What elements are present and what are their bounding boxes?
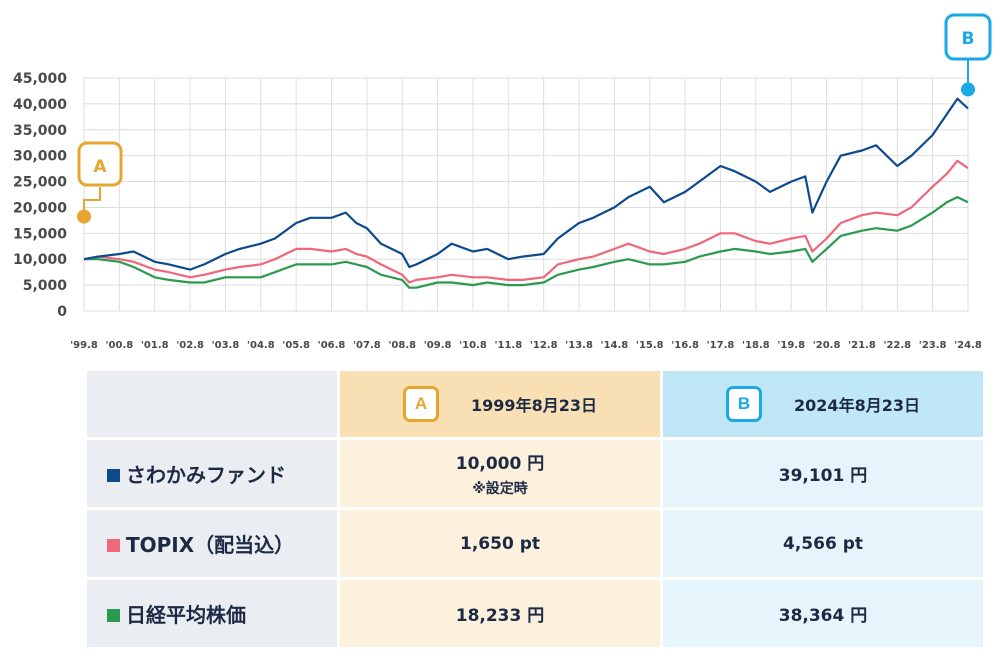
y-tick-label: 10,000 <box>13 252 67 268</box>
y-tick-label: 15,000 <box>13 226 67 242</box>
y-tick-label: 45,000 <box>13 71 67 87</box>
x-tick-label: '22.8 <box>883 340 911 351</box>
table-header-row: A 1999年8月23日 B 2024年8月23日 <box>87 371 983 437</box>
cell-a-note: ※設定時 <box>472 481 528 497</box>
series-line <box>84 196 969 289</box>
cell-b: 38,364 円 <box>663 580 983 647</box>
x-tick-label: '09.8 <box>424 340 452 351</box>
marker-b-badge: B <box>726 386 763 422</box>
summary-table: A 1999年8月23日 B 2024年8月23日 さわかみファンド 10,000 … <box>84 368 986 650</box>
x-tick-label: '10.8 <box>459 340 487 351</box>
marker-b-label: B <box>962 29 975 49</box>
marker-b-box <box>944 13 992 61</box>
x-axis-ticks: '99.8 '00.8 '01.8 '02.8 '03.8 '04.8 '05.8 '06.8… <box>70 340 982 351</box>
cell-a-value: 1,650 pt <box>460 533 540 554</box>
x-tick-label: '21.8 <box>848 340 876 351</box>
marker-a-connector <box>83 187 101 217</box>
x-tick-label: '13.8 <box>565 340 593 351</box>
chart-grid <box>83 77 969 312</box>
x-tick-label: '14.8 <box>601 340 629 351</box>
row-label: 日経平均株価 <box>87 580 337 647</box>
x-tick-label: '16.8 <box>671 340 699 351</box>
x-tick-label: '17.8 <box>707 340 735 351</box>
y-tick-label: 25,000 <box>13 175 67 191</box>
row-label-text: 日経平均株価 <box>126 603 246 627</box>
chart-markers: AB <box>77 13 992 224</box>
x-tick-label: '19.8 <box>777 340 805 351</box>
table-row: さわかみファンド 10,000 円 ※設定時 39,101 円 <box>87 440 983 507</box>
row-label-text: さわかみファンド <box>126 463 286 487</box>
cell-a-value: 18,233 円 <box>455 606 545 626</box>
series-line <box>83 97 969 271</box>
legend-square-icon <box>107 469 120 482</box>
x-tick-label: '20.8 <box>813 340 841 351</box>
x-tick-label: '08.8 <box>388 340 416 351</box>
x-tick-label: '18.8 <box>742 340 770 351</box>
x-tick-label: '06.8 <box>318 340 346 351</box>
x-tick-label: '04.8 <box>247 340 275 351</box>
x-tick-label: '11.8 <box>494 340 522 351</box>
marker-a-label: A <box>93 157 107 177</box>
marker-b-dot <box>961 82 975 97</box>
table-row: TOPIX（配当込） 1,650 pt 4,566 pt <box>87 510 983 577</box>
x-tick-label: '24.8 <box>954 340 982 351</box>
x-tick-label: '00.8 <box>105 340 133 351</box>
x-tick-label: '03.8 <box>212 340 240 351</box>
line-chart: 45,000 40,000 35,000 30,000 25,000 20,000 15,0… <box>13 13 992 351</box>
cell-a: 1,650 pt <box>340 510 660 577</box>
y-tick-label: 0 <box>57 304 67 320</box>
table-row: 日経平均株価 18,233 円 38,364 円 <box>87 580 983 647</box>
chart-series <box>83 97 969 289</box>
marker-a-dot <box>77 209 91 224</box>
header-b-date: 2024年8月23日 <box>794 396 920 415</box>
cell-b: 39,101 円 <box>663 440 983 507</box>
legend-square-icon <box>107 539 120 552</box>
row-label-text: TOPIX（配当込） <box>126 533 295 557</box>
series-line <box>83 159 969 284</box>
marker-a-badge: A <box>403 386 440 422</box>
cell-a-value: 10,000 円 <box>455 454 545 474</box>
x-tick-label: '23.8 <box>919 340 947 351</box>
cell-a: 10,000 円 ※設定時 <box>340 440 660 507</box>
x-tick-label: '07.8 <box>353 340 381 351</box>
y-tick-label: 35,000 <box>13 123 67 139</box>
header-empty-cell <box>87 371 337 437</box>
x-tick-label: '01.8 <box>141 340 169 351</box>
y-tick-label: 40,000 <box>13 97 67 113</box>
legend-square-icon <box>107 609 120 622</box>
cell-b-value: 4,566 pt <box>783 533 863 554</box>
row-label: TOPIX（配当込） <box>87 510 337 577</box>
marker-a-box <box>77 141 123 187</box>
x-tick-label: '15.8 <box>636 340 664 351</box>
cell-a: 18,233 円 <box>340 580 660 647</box>
header-b-cell: B 2024年8月23日 <box>663 371 983 437</box>
y-tick-label: 20,000 <box>13 200 67 216</box>
y-axis-ticks: 45,000 40,000 35,000 30,000 25,000 20,000 15,0… <box>13 71 67 320</box>
y-tick-label: 5,000 <box>23 278 68 294</box>
cell-b-value: 39,101 円 <box>778 466 868 486</box>
x-tick-label: '05.8 <box>282 340 310 351</box>
x-tick-label: '02.8 <box>176 340 204 351</box>
row-label: さわかみファンド <box>87 440 337 507</box>
header-a-cell: A 1999年8月23日 <box>340 371 660 437</box>
cell-b-value: 38,364 円 <box>778 606 868 626</box>
y-tick-label: 30,000 <box>13 149 67 165</box>
cell-b: 4,566 pt <box>663 510 983 577</box>
x-tick-label: '99.8 <box>70 340 98 351</box>
header-a-date: 1999年8月23日 <box>471 396 597 415</box>
x-tick-label: '12.8 <box>530 340 558 351</box>
